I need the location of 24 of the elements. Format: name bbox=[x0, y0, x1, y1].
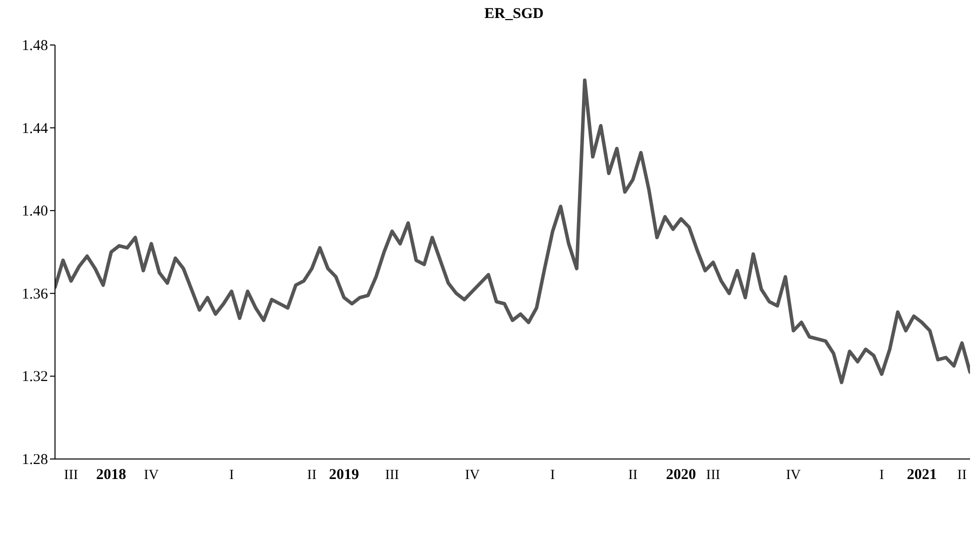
x-tick-label: I bbox=[229, 468, 234, 483]
x-tick-label: IV bbox=[144, 468, 159, 483]
x-tick-label: 2021 bbox=[906, 467, 937, 483]
x-tick-label: II bbox=[957, 468, 967, 483]
x-tick-label: III bbox=[385, 468, 400, 483]
x-tick-label: 2019 bbox=[328, 467, 359, 483]
x-tick-label: 2020 bbox=[666, 467, 696, 483]
chart-title: ER_SGD bbox=[484, 6, 544, 22]
line-series bbox=[55, 78, 970, 384]
y-tick-label: 1.48 bbox=[22, 38, 48, 54]
y-tick-label: 1.44 bbox=[22, 120, 48, 137]
y-tick-label: 1.28 bbox=[22, 452, 48, 468]
y-tick-label: 1.40 bbox=[22, 204, 48, 220]
x-tick-label: I bbox=[550, 468, 556, 483]
x-tick-label: 2018 bbox=[96, 467, 126, 483]
x-tick-label: II bbox=[628, 468, 638, 483]
x-tick-label: I bbox=[879, 468, 884, 483]
x-tick-label: III bbox=[706, 468, 720, 483]
y-tick-label: 1.36 bbox=[22, 286, 48, 302]
x-tick-label: IV bbox=[786, 468, 801, 483]
x-tick-label: IV bbox=[464, 468, 480, 483]
x-tick-label: III bbox=[64, 468, 78, 483]
y-tick-label: 1.32 bbox=[22, 369, 48, 386]
x-tick-label: II bbox=[307, 468, 317, 483]
